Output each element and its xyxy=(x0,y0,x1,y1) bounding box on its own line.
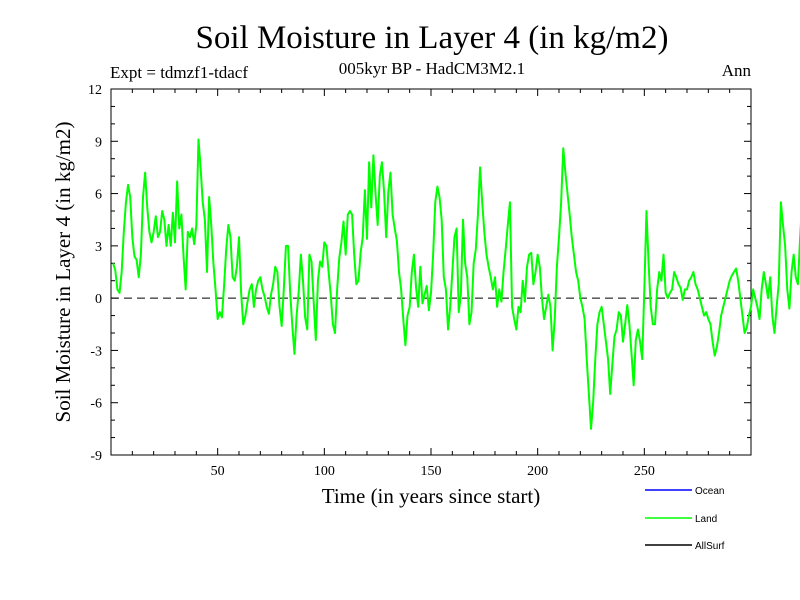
x-tick-label: 50 xyxy=(211,464,225,479)
y-tick-label: 0 xyxy=(95,292,102,307)
land-series-line xyxy=(112,138,800,430)
legend-allsurf-label: AllSurf xyxy=(695,541,725,552)
x-axis-label: Time (in years since start) xyxy=(322,484,541,508)
y-tick-label: -3 xyxy=(90,344,102,359)
x-axis-ticks: 50 100 150 200 250 xyxy=(131,89,731,479)
x-tick-label: 200 xyxy=(527,464,548,479)
period-label: Ann xyxy=(722,61,752,80)
experiment-label: Expt = tdmzf1-tdacf xyxy=(110,63,248,82)
y-tick-label: 3 xyxy=(95,240,102,255)
y-tick-label: -6 xyxy=(90,397,102,412)
x-tick-label: 100 xyxy=(314,464,335,479)
x-tick-label: 150 xyxy=(421,464,442,479)
legend: Ocean Land AllSurf xyxy=(645,486,725,552)
chart-subtitle: 005kyr BP - HadCM3M2.1 xyxy=(339,59,525,78)
y-tick-label: 12 xyxy=(88,83,102,98)
y-axis-label: Soil Moisture in Layer 4 (in kg/m2) xyxy=(51,122,75,423)
y-tick-label: -9 xyxy=(90,449,102,464)
legend-ocean-label: Ocean xyxy=(695,486,724,497)
chart-title: Soil Moisture in Layer 4 (in kg/m2) xyxy=(196,20,669,56)
legend-land-label: Land xyxy=(695,514,717,525)
x-tick-label: 250 xyxy=(634,464,655,479)
y-axis-ticks: -9 -6 -3 0 3 6 9 12 xyxy=(88,83,751,464)
y-tick-label: 9 xyxy=(95,135,102,150)
y-tick-label: 6 xyxy=(95,188,102,203)
